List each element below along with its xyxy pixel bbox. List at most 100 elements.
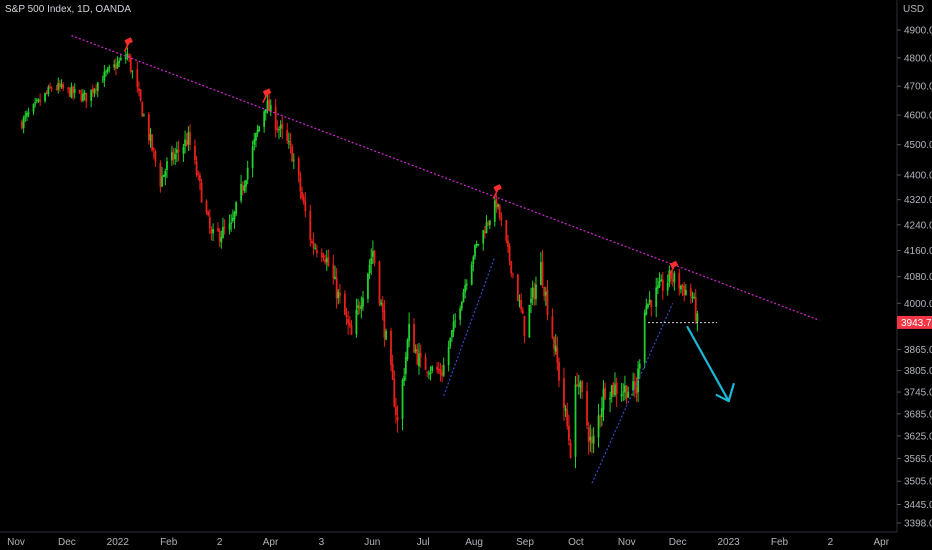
- down-arrow-icon[interactable]: [686, 326, 735, 403]
- candle: [581, 379, 583, 399]
- price-tick-label: 4900.0: [904, 26, 932, 37]
- candle-body: [291, 146, 294, 162]
- candle-body: [327, 256, 330, 266]
- candle: [380, 299, 383, 307]
- price-tick-label: 3398.0: [904, 519, 932, 530]
- candle: [253, 132, 256, 151]
- candle: [34, 97, 37, 108]
- candle-body: [347, 319, 350, 324]
- candle: [436, 362, 439, 374]
- candle-body: [579, 381, 582, 388]
- candle: [287, 132, 290, 149]
- flag-icon[interactable]: [262, 88, 272, 103]
- candle: [141, 101, 144, 117]
- candle-body: [661, 279, 664, 291]
- candle-body: [108, 67, 111, 69]
- time-tick-label: Feb: [771, 537, 789, 548]
- candle: [539, 252, 542, 286]
- candle-body: [511, 273, 514, 275]
- support-trendline[interactable]: [591, 303, 674, 484]
- candle-body: [292, 159, 295, 161]
- candle: [264, 109, 267, 121]
- candle-body: [184, 139, 186, 147]
- candle: [591, 428, 593, 454]
- candle: [505, 220, 508, 244]
- candle: [118, 57, 121, 68]
- candle: [551, 308, 554, 340]
- candle-body: [286, 130, 289, 141]
- price-tick-label: 4240.0: [904, 220, 932, 231]
- candle-body: [625, 385, 628, 399]
- candle-body: [370, 258, 373, 265]
- candle: [661, 271, 664, 300]
- candle-body: [543, 286, 546, 296]
- candle-body: [355, 309, 358, 335]
- candle-body: [113, 64, 116, 68]
- candle-body: [689, 288, 692, 297]
- candle-body: [396, 416, 399, 421]
- candle: [83, 90, 86, 101]
- flag-icon[interactable]: [668, 260, 679, 276]
- candle: [116, 56, 119, 70]
- resistance-trendline[interactable]: [71, 34, 820, 321]
- candle: [58, 79, 61, 92]
- candle: [556, 336, 559, 371]
- candle: [55, 84, 58, 91]
- candle-body: [185, 140, 188, 146]
- candle: [413, 318, 415, 353]
- candle: [314, 243, 317, 251]
- candle-body: [643, 312, 646, 363]
- candle: [381, 296, 384, 321]
- candle-body: [149, 134, 152, 141]
- candle: [385, 328, 387, 341]
- candle-body: [647, 303, 649, 308]
- flag-icon[interactable]: [123, 37, 133, 52]
- candle: [523, 315, 526, 344]
- candle: [604, 382, 607, 401]
- candle: [85, 92, 88, 109]
- candle: [429, 366, 432, 381]
- candle-body: [208, 217, 211, 229]
- support-trendline[interactable]: [443, 256, 496, 396]
- candle: [189, 124, 191, 151]
- candle: [222, 217, 224, 239]
- price-axis[interactable]: 3398.0 3445.0 3505.0 3565.0 3625.0 3685.0 3745…: [897, 26, 932, 530]
- candle-body: [465, 283, 468, 286]
- candle: [60, 79, 63, 89]
- flag-icon[interactable]: [492, 184, 502, 199]
- candle-body: [541, 261, 544, 286]
- candle: [292, 153, 295, 170]
- flag-cloth: [262, 88, 272, 96]
- candle: [274, 98, 277, 138]
- candle: [350, 319, 353, 336]
- candle: [315, 244, 318, 258]
- candle: [108, 64, 111, 73]
- candle: [586, 382, 588, 429]
- candle: [693, 292, 695, 300]
- candle: [576, 372, 579, 388]
- candle-body: [255, 133, 257, 141]
- candle: [301, 186, 303, 201]
- candle-body: [655, 287, 658, 307]
- candle: [147, 112, 150, 145]
- candle: [451, 329, 453, 342]
- candle-body: [268, 99, 270, 112]
- candle: [332, 254, 335, 285]
- candle: [401, 378, 404, 431]
- candle-body: [281, 124, 284, 130]
- candle: [624, 375, 626, 401]
- candle-body: [470, 264, 473, 285]
- candle-body: [166, 161, 168, 171]
- candle: [82, 89, 84, 103]
- price-tick-label: 3565.0: [904, 454, 932, 465]
- candle-body: [116, 62, 119, 68]
- candle: [184, 130, 186, 154]
- candle: [334, 265, 336, 280]
- candle: [223, 219, 226, 235]
- candle: [339, 283, 341, 304]
- candle-body: [95, 88, 98, 90]
- candle-body: [426, 371, 429, 373]
- time-axis[interactable]: Nov Dec 2022 Feb 2 Apr 3 Jun Jul Aug Sep Oct Nov Dec 2…: [7, 537, 890, 548]
- candle-body: [406, 340, 409, 359]
